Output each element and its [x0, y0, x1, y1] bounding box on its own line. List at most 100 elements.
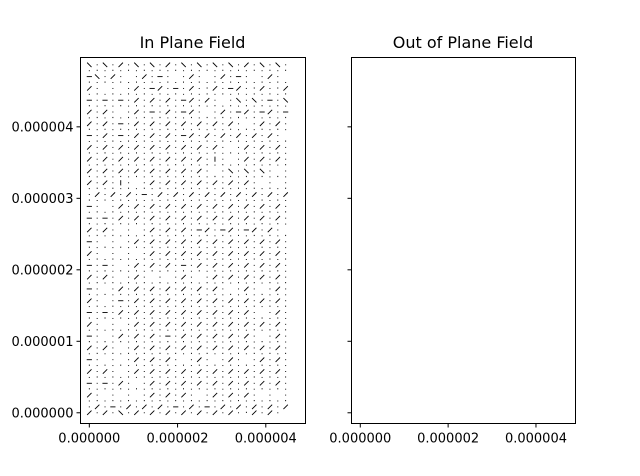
- field-arrow: [228, 410, 234, 416]
- field-arrow: [259, 380, 265, 386]
- field-arrow: [102, 345, 108, 351]
- field-arrow: [196, 368, 202, 375]
- field-arrow: [275, 215, 281, 221]
- field-arrow: [196, 380, 202, 386]
- field-arrow: [251, 192, 257, 198]
- field-arrow: [259, 156, 265, 162]
- field-arrow: [165, 310, 171, 316]
- field-arrow: [196, 357, 202, 363]
- right-panel-title: Out of Plane Field: [393, 33, 534, 52]
- field-arrow: [243, 168, 249, 174]
- field-arrow: [149, 180, 155, 186]
- field-arrow: [212, 180, 218, 186]
- field-arrow: [196, 251, 202, 257]
- field-arrow: [165, 144, 171, 150]
- field-arrow: [86, 168, 92, 174]
- field-arrow: [133, 262, 139, 268]
- field-arrow: [275, 203, 281, 209]
- field-arrow: [212, 286, 218, 292]
- field-arrow: [165, 357, 171, 363]
- field-arrow: [86, 156, 92, 162]
- field-arrow: [236, 97, 242, 103]
- field-arrow: [102, 368, 108, 375]
- field-arrow: [275, 62, 281, 68]
- field-arrow: [165, 345, 171, 351]
- field-arrow: [102, 133, 108, 139]
- field-arrow: [243, 321, 249, 327]
- field-arrow: [102, 227, 108, 233]
- field-arrow: [133, 310, 139, 316]
- field-arrow: [259, 144, 265, 150]
- field-arrow: [133, 62, 139, 68]
- field-arrow: [243, 380, 249, 386]
- field-arrow: [196, 286, 202, 292]
- field-arrow: [204, 133, 210, 139]
- field-arrow: [259, 298, 265, 304]
- field-arrow: [196, 144, 202, 150]
- field-arrow: [149, 286, 155, 292]
- field-arrow: [188, 133, 194, 139]
- field-arrow: [110, 192, 116, 198]
- field-arrow: [212, 251, 218, 257]
- field-arrow: [133, 85, 139, 91]
- field-arrow: [149, 310, 155, 316]
- field-arrow: [220, 192, 226, 198]
- field-arrow: [165, 62, 171, 68]
- field-arrow: [118, 333, 124, 339]
- field-arrow: [181, 298, 187, 304]
- field-arrow: [133, 168, 139, 174]
- field-arrow: [181, 345, 187, 351]
- field-arrow: [165, 321, 171, 327]
- field-arrow: [275, 274, 281, 280]
- field-arrow: [133, 215, 139, 221]
- field-arrow: [243, 345, 249, 351]
- field-arrow: [243, 286, 249, 292]
- field-arrow: [243, 310, 249, 316]
- field-arrow: [275, 121, 281, 127]
- left-plot-frame: [80, 57, 306, 424]
- field-arrow: [181, 392, 187, 398]
- left-y-tick-label: 0.000003: [11, 192, 73, 207]
- field-arrow: [165, 380, 171, 386]
- field-arrow: [181, 156, 187, 162]
- field-arrow: [181, 168, 187, 174]
- field-arrow: [149, 144, 155, 150]
- field-arrow: [259, 62, 265, 68]
- field-arrow: [212, 203, 218, 209]
- left-y-tick-label: 0.000000: [11, 406, 73, 421]
- field-arrow: [149, 321, 155, 327]
- field-arrow: [243, 274, 249, 280]
- field-arrow: [228, 227, 234, 233]
- field-arrow: [259, 85, 265, 91]
- field-arrow: [181, 62, 187, 68]
- field-arrow: [102, 109, 108, 115]
- field-arrow: [157, 85, 163, 91]
- field-arrow: [133, 286, 139, 292]
- field-arrow: [141, 404, 147, 410]
- field-arrow: [157, 192, 163, 198]
- field-arrow: [259, 368, 265, 375]
- field-arrow: [94, 74, 100, 80]
- field-arrow: [86, 121, 92, 127]
- field-arrow: [149, 410, 155, 416]
- field-arrow: [126, 404, 132, 410]
- field-arrow: [86, 85, 92, 91]
- field-arrow: [236, 404, 242, 410]
- field-arrow: [181, 310, 187, 316]
- field-arrow: [259, 357, 265, 363]
- field-arrow: [212, 345, 218, 351]
- field-arrow: [212, 298, 218, 304]
- field-arrow: [181, 321, 187, 327]
- field-arrow: [243, 156, 249, 162]
- field-arrow: [275, 368, 281, 375]
- field-arrow: [275, 144, 281, 150]
- field-arrow: [259, 251, 265, 257]
- field-arrow: [149, 156, 155, 162]
- left-y-tick-label: 0.000001: [11, 335, 73, 350]
- field-arrow: [126, 192, 132, 198]
- field-arrow: [228, 392, 234, 398]
- field-arrow: [165, 262, 171, 268]
- field-arrow: [283, 404, 289, 410]
- field-arrow: [181, 410, 187, 416]
- field-arrow: [86, 180, 92, 186]
